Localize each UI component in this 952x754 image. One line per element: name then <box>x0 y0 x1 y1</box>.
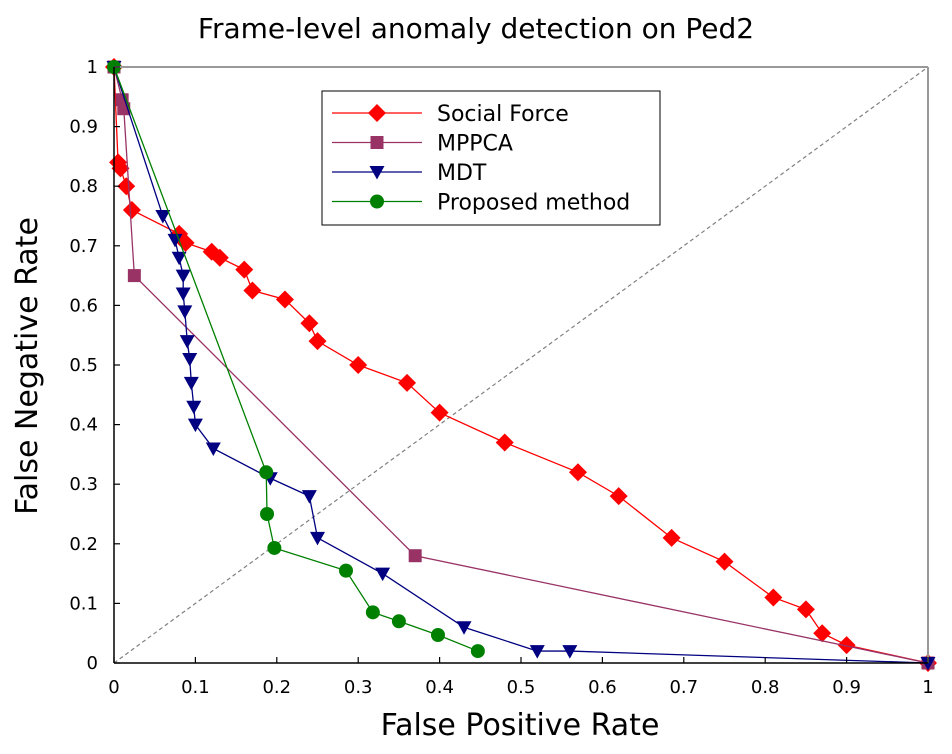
legend-label-mdt: MDT <box>437 161 487 186</box>
x-tick-label: 0.5 <box>507 677 536 698</box>
data-point-social-force <box>715 552 734 571</box>
data-point-social-force <box>117 177 136 196</box>
data-point-social-force <box>568 463 587 482</box>
x-tick-label: 0.3 <box>344 677 373 698</box>
data-point-proposed-method <box>391 614 406 629</box>
legend-marker-mppca <box>370 136 384 149</box>
x-tick-label: 1 <box>922 677 933 698</box>
data-point-social-force <box>243 281 262 300</box>
data-point-mdt <box>375 567 391 582</box>
data-point-social-force <box>275 290 294 309</box>
data-point-mdt <box>562 645 578 659</box>
data-point-mdt <box>167 233 183 248</box>
legend-marker-mdt <box>369 166 385 180</box>
data-point-social-force <box>495 433 514 452</box>
plot-area <box>105 58 937 672</box>
legend-marker-social-force <box>368 104 386 122</box>
y-tick-label: 0.2 <box>69 534 98 555</box>
data-point-social-force <box>796 600 815 619</box>
data-point-mdt <box>187 418 203 433</box>
data-point-social-force <box>398 373 417 392</box>
y-tick-label: 0 <box>87 653 98 674</box>
data-point-mppca <box>127 269 141 283</box>
data-point-social-force <box>349 356 368 374</box>
data-point-social-force <box>813 624 832 643</box>
data-point-mdt <box>456 621 472 635</box>
data-point-mdt <box>177 305 193 319</box>
x-tick-label: 0 <box>108 677 119 698</box>
data-point-social-force <box>202 242 221 261</box>
data-point-proposed-method <box>260 507 275 521</box>
data-point-social-force <box>111 159 130 178</box>
x-tick-label: 0.2 <box>262 677 291 698</box>
chart-title: Frame-level anomaly detection on Ped2 <box>198 12 754 45</box>
y-tick-label: 0.1 <box>69 593 98 614</box>
x-tick-label: 0.7 <box>669 677 698 698</box>
axes: 0 0.1 0.2 0.3 0.4 0.5 0.6 0.7 0.8 0.9 1 0 0.1 0.2 0.3 0… <box>69 57 933 698</box>
data-point-proposed-method <box>365 605 380 620</box>
legend: Social Force MPPCA MDT Proposed method <box>321 90 661 226</box>
data-point-mdt <box>529 645 545 659</box>
legend-marker-proposed-method <box>370 194 384 209</box>
data-point-mdt <box>183 376 199 391</box>
y-tick-label: 0.8 <box>69 176 98 197</box>
data-point-proposed-method <box>430 627 445 642</box>
data-point-mdt <box>301 490 317 504</box>
data-point-social-force <box>235 260 254 279</box>
y-axis-label: False Negative Rate <box>10 217 45 515</box>
x-tick-label: 0.9 <box>832 677 861 698</box>
y-tick-label: 0.4 <box>69 415 98 436</box>
data-point-proposed-method <box>338 563 353 578</box>
legend-label-social-force: Social Force <box>437 102 569 127</box>
y-tick-label: 0.7 <box>69 236 98 257</box>
data-point-social-force <box>300 314 319 333</box>
y-tick-label: 1 <box>87 57 98 78</box>
data-point-social-force <box>609 487 628 506</box>
legend-label-proposed-method: Proposed method <box>437 191 630 216</box>
data-point-mdt <box>179 335 195 349</box>
data-point-mdt <box>310 531 325 546</box>
reference-diagonal-line <box>113 66 929 664</box>
legend-label-mppca: MPPCA <box>437 132 513 157</box>
y-tick-label: 0.5 <box>69 355 98 376</box>
y-tick-label: 0.6 <box>69 295 98 316</box>
data-point-social-force <box>662 528 681 547</box>
data-point-mdt <box>155 210 171 224</box>
data-point-proposed-method <box>470 644 485 659</box>
data-point-mdt <box>175 287 191 301</box>
data-point-social-force <box>430 403 449 422</box>
x-tick-label: 0.6 <box>588 677 617 698</box>
data-point-mdt <box>205 442 221 456</box>
data-point-mdt <box>182 353 198 367</box>
data-point-social-force <box>837 636 856 655</box>
x-tick-label: 0.4 <box>425 677 454 698</box>
data-point-social-force <box>764 588 783 607</box>
data-point-mppca <box>408 549 422 563</box>
data-point-proposed-method <box>267 540 282 555</box>
data-point-social-force <box>308 332 327 351</box>
y-tick-label: 0.3 <box>69 474 98 495</box>
data-point-mdt <box>186 400 202 415</box>
y-tick-label: 0.9 <box>69 117 98 138</box>
data-point-mdt <box>175 269 191 284</box>
data-point-social-force <box>210 248 229 267</box>
x-axis-label: False Positive Rate <box>381 708 660 743</box>
data-point-mdt <box>171 251 187 266</box>
x-tick-label: 0.1 <box>181 677 210 698</box>
data-point-proposed-method <box>259 465 274 480</box>
data-point-social-force <box>122 201 141 220</box>
x-tick-label: 0.8 <box>751 677 780 698</box>
